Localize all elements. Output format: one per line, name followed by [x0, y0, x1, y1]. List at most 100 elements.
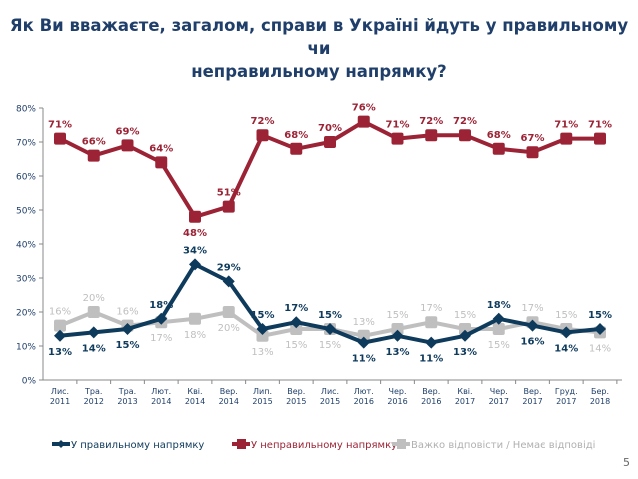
data-point: [324, 323, 336, 335]
data-label: 16%: [116, 307, 138, 318]
data-label: 15%: [454, 310, 476, 321]
x-tick-label: Лип.: [253, 387, 272, 396]
data-label: 15%: [588, 310, 612, 321]
legend-label: У неправильному напрямку: [251, 440, 397, 451]
data-point: [459, 129, 471, 142]
data-point: [155, 312, 168, 325]
data-label: 13%: [353, 317, 375, 328]
data-label: 17%: [521, 303, 543, 314]
data-label: 68%: [487, 130, 511, 141]
data-point: [459, 323, 471, 335]
data-point: [121, 323, 134, 335]
data-label: 14%: [554, 343, 578, 354]
x-tick-label: 2015: [252, 397, 272, 406]
data-label: 72%: [453, 116, 477, 127]
data-label: 15%: [488, 340, 510, 351]
x-tick-label: Чер.: [490, 387, 508, 396]
data-point: [189, 210, 201, 223]
y-tick-label: 40%: [16, 241, 36, 251]
legend-marker: [57, 440, 65, 448]
title-line: Як Ви вважаєте, загалом, справи в Україн…: [9, 16, 629, 58]
data-label: 11%: [419, 354, 443, 365]
data-label: 72%: [419, 116, 443, 127]
data-label: 14%: [82, 343, 106, 354]
data-label: 13%: [386, 347, 410, 358]
data-point: [357, 329, 370, 342]
y-tick-label: 50%: [16, 207, 36, 217]
data-point: [155, 156, 168, 169]
data-point: [87, 149, 100, 162]
data-point: [594, 132, 606, 145]
data-point: [560, 326, 573, 339]
data-point: [492, 142, 505, 155]
data-point: [222, 200, 235, 213]
x-tick-label: 2015: [320, 397, 340, 406]
data-point: [425, 129, 438, 142]
data-point: [54, 132, 66, 145]
y-tick-label: 60%: [16, 173, 36, 183]
data-point: [290, 316, 303, 329]
x-tick-label: Вер.: [287, 387, 305, 396]
data-label: 17%: [150, 333, 172, 344]
x-tick-label: Лис.: [321, 387, 339, 396]
data-label: 17%: [284, 303, 308, 314]
x-tick-label: 2018: [590, 397, 610, 406]
data-label: 16%: [49, 307, 71, 318]
data-label: 76%: [352, 103, 376, 114]
x-tick-label: 2014: [219, 397, 239, 406]
data-label: 69%: [116, 126, 140, 137]
data-label: 14%: [589, 343, 611, 354]
data-point: [87, 306, 100, 318]
data-label: 48%: [183, 228, 207, 239]
data-point: [256, 129, 269, 142]
x-tick-label: 2012: [84, 397, 104, 406]
data-point: [492, 312, 505, 325]
y-tick-label: 0%: [22, 377, 37, 387]
data-label: 15%: [555, 310, 577, 321]
x-tick-label: Вер.: [422, 387, 440, 396]
data-point: [526, 319, 539, 332]
title-line: неправильному напрямку?: [191, 62, 447, 81]
legend-marker: [237, 439, 246, 449]
data-point: [594, 323, 606, 335]
x-tick-label: 2014: [151, 397, 171, 406]
x-tick-label: Кві.: [457, 387, 472, 396]
data-point: [324, 136, 336, 148]
data-label: 66%: [82, 137, 106, 148]
data-label: 71%: [554, 120, 578, 131]
x-tick-label: 2011: [50, 397, 70, 406]
data-label: 71%: [588, 120, 612, 131]
x-tick-label: Тра.: [118, 387, 136, 396]
page-number: 5: [623, 456, 630, 469]
data-label: 15%: [386, 310, 408, 321]
data-label: 11%: [352, 354, 376, 365]
chart-title: Як Ви вважаєте, загалом, справи в Україн…: [0, 14, 638, 83]
x-tick-label: 2016: [387, 397, 407, 406]
data-point: [391, 329, 404, 342]
x-tick-label: Вер.: [523, 387, 541, 396]
x-tick-label: Лис.: [51, 387, 69, 396]
y-tick-label: 80%: [16, 105, 36, 115]
data-label: 18%: [184, 330, 206, 341]
data-point: [87, 326, 100, 339]
x-tick-label: 2015: [286, 397, 306, 406]
x-tick-label: 2017: [489, 397, 509, 406]
data-label: 51%: [217, 188, 241, 199]
data-point: [256, 329, 269, 342]
data-label: 16%: [521, 337, 545, 348]
data-label: 13%: [453, 347, 477, 358]
data-label: 68%: [284, 130, 308, 141]
data-point: [357, 336, 370, 349]
data-point: [526, 146, 539, 159]
data-label: 20%: [218, 323, 240, 334]
data-label: 29%: [217, 262, 241, 273]
data-label: 20%: [83, 293, 105, 304]
data-point: [54, 329, 66, 342]
data-label: 71%: [386, 120, 410, 131]
legend-marker: [397, 439, 406, 449]
data-point: [492, 323, 505, 335]
data-point: [54, 319, 66, 332]
data-label: 13%: [48, 347, 72, 358]
data-point: [391, 323, 404, 335]
data-point: [256, 323, 269, 335]
